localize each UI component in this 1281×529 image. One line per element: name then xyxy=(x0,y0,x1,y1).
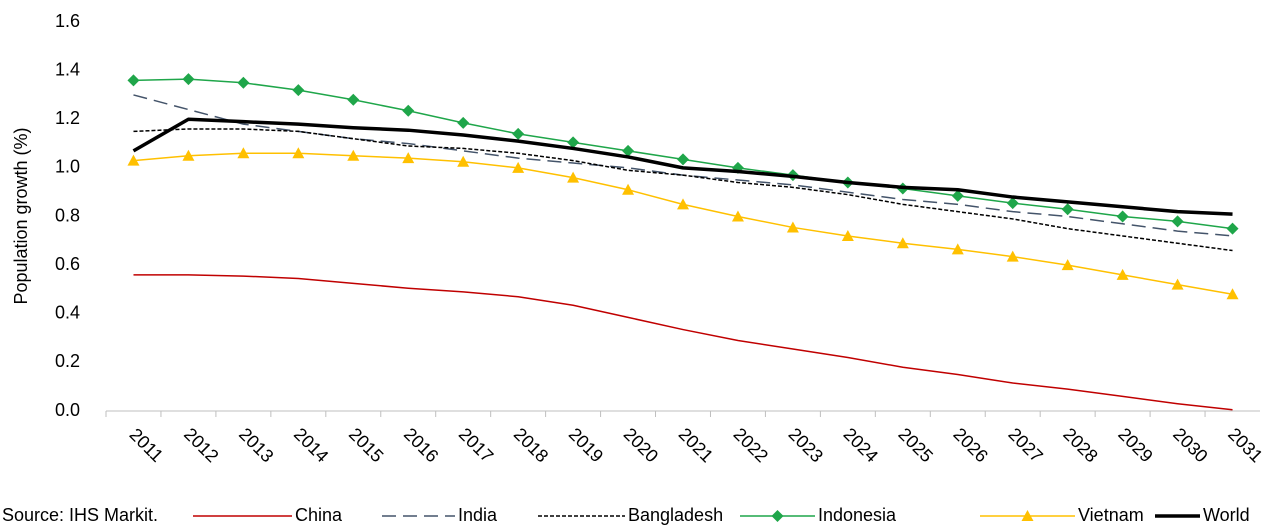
y-axis-label: Population growth (%) xyxy=(11,127,31,304)
legend-label: World xyxy=(1203,505,1250,525)
x-tick-label: 2014 xyxy=(290,424,332,466)
marker xyxy=(841,229,854,241)
marker xyxy=(1006,250,1019,262)
marker xyxy=(1116,210,1129,223)
y-tick-label: 0.2 xyxy=(55,351,80,371)
x-tick-label: 2012 xyxy=(180,424,222,466)
legend-marker xyxy=(1021,510,1034,521)
marker xyxy=(1171,215,1184,228)
y-tick-label: 1.2 xyxy=(55,108,80,128)
source: Source: IHS Markit. xyxy=(2,505,158,525)
x-tick-label: 2023 xyxy=(785,424,827,466)
marker xyxy=(292,84,305,97)
y-tick-label: 0.8 xyxy=(55,205,80,225)
x-tick-label: 2013 xyxy=(235,424,277,466)
marker xyxy=(677,153,689,166)
x-tick-label: 2028 xyxy=(1059,424,1101,466)
marker xyxy=(182,149,195,161)
x-tick-label: 2026 xyxy=(949,424,991,466)
x-tick-label: 2022 xyxy=(730,424,772,466)
y-tick-label: 0.6 xyxy=(55,254,80,274)
marker xyxy=(786,221,799,233)
marker xyxy=(1061,203,1074,216)
y-tick-label: 0.4 xyxy=(55,303,80,323)
marker xyxy=(127,154,140,166)
series-line xyxy=(133,274,1233,411)
legend-label: India xyxy=(458,505,498,525)
marker xyxy=(512,127,525,140)
marker xyxy=(677,198,689,210)
marker xyxy=(896,237,909,249)
x-tick-label: 2015 xyxy=(345,424,387,466)
x-tick-label: 2031 xyxy=(1224,424,1266,466)
marker xyxy=(237,147,250,159)
marker xyxy=(457,116,470,129)
y-tick-label: 1.6 xyxy=(55,11,80,31)
marker xyxy=(622,144,635,157)
marker xyxy=(1061,259,1074,271)
x-tick-label: 2011 xyxy=(126,424,168,466)
marker xyxy=(237,76,250,89)
legend-label: China xyxy=(295,505,343,525)
x-tick-label: 2017 xyxy=(455,424,497,466)
marker xyxy=(182,73,195,86)
marker xyxy=(622,183,635,195)
y-tick-label: 1.4 xyxy=(55,59,80,79)
x-tick-label: 2021 xyxy=(675,424,717,466)
series-line xyxy=(132,117,1233,216)
y-tick-label: 1.0 xyxy=(55,157,80,177)
x-tick-label: 2027 xyxy=(1004,424,1046,466)
marker xyxy=(1171,278,1184,290)
marker xyxy=(292,147,305,159)
marker xyxy=(1226,222,1239,235)
marker xyxy=(457,155,470,167)
y-tick-label: 0.0 xyxy=(55,400,80,420)
x-tick-label: 2030 xyxy=(1169,424,1211,466)
marker xyxy=(731,210,744,222)
legend-marker xyxy=(771,510,784,522)
marker xyxy=(347,149,360,161)
x-tick-label: 2018 xyxy=(510,424,552,466)
marker xyxy=(951,243,964,255)
marker xyxy=(1116,268,1129,280)
marker xyxy=(567,171,580,183)
x-tick-label: 2025 xyxy=(894,424,936,466)
marker xyxy=(127,74,140,87)
marker xyxy=(402,104,415,117)
marker xyxy=(402,152,415,164)
x-tick-label: 2019 xyxy=(565,424,607,466)
marker xyxy=(512,161,525,173)
marker xyxy=(1226,288,1239,300)
marker xyxy=(567,136,580,149)
x-tick-label: 2020 xyxy=(620,424,662,466)
legend-label: Bangladesh xyxy=(628,505,723,525)
series-line xyxy=(133,128,1233,252)
legend-label: Vietnam xyxy=(1078,505,1144,525)
x-tick-label: 2024 xyxy=(840,424,882,466)
x-tick-label: 2029 xyxy=(1114,424,1156,466)
legend-label: Indonesia xyxy=(818,505,897,525)
marker xyxy=(951,189,964,202)
x-tick-label: 2016 xyxy=(400,424,442,466)
marker xyxy=(347,93,360,106)
marker xyxy=(1006,197,1019,210)
